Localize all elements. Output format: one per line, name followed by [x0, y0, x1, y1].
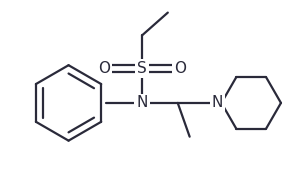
Text: N: N: [136, 95, 148, 111]
Text: O: O: [98, 61, 110, 76]
Text: N: N: [212, 95, 223, 111]
Text: O: O: [174, 61, 186, 76]
Text: S: S: [137, 61, 147, 76]
